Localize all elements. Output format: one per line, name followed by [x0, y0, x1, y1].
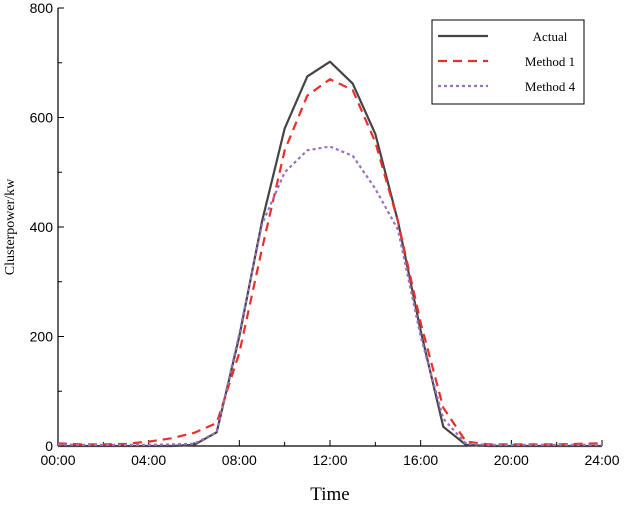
x-tick-label: 08:00	[222, 452, 257, 468]
y-tick-label: 400	[30, 219, 54, 235]
ticks: 00:00 04:00 08:00 12:00 16:00 20:00 24:00 0 200 4…	[30, 0, 620, 468]
legend-label: Actual	[533, 29, 568, 44]
x-tick-label: 16:00	[403, 452, 438, 468]
y-axis-title: Clusterpower/kw	[3, 178, 18, 275]
x-tick-label: 04:00	[131, 452, 166, 468]
series-line-actual	[58, 60, 602, 448]
series-line-method-4	[57, 145, 602, 446]
y-tick-label: 0	[45, 438, 53, 454]
series-line-method-1	[57, 78, 603, 446]
legend: Actual Method 1 Method 4	[431, 19, 585, 105]
series-layer	[57, 60, 603, 448]
y-tick-label: 800	[30, 0, 54, 16]
legend-label: Method 1	[525, 54, 575, 69]
y-tick-label: 200	[30, 329, 54, 345]
y-tick-label: 600	[30, 110, 54, 126]
x-tick-label: 24:00	[584, 452, 619, 468]
x-axis-title: Time	[310, 484, 349, 505]
legend-label: Method 4	[525, 79, 576, 94]
x-tick-label: 20:00	[494, 452, 529, 468]
x-tick-label: 12:00	[312, 452, 347, 468]
x-tick-label: 00:00	[40, 452, 75, 468]
